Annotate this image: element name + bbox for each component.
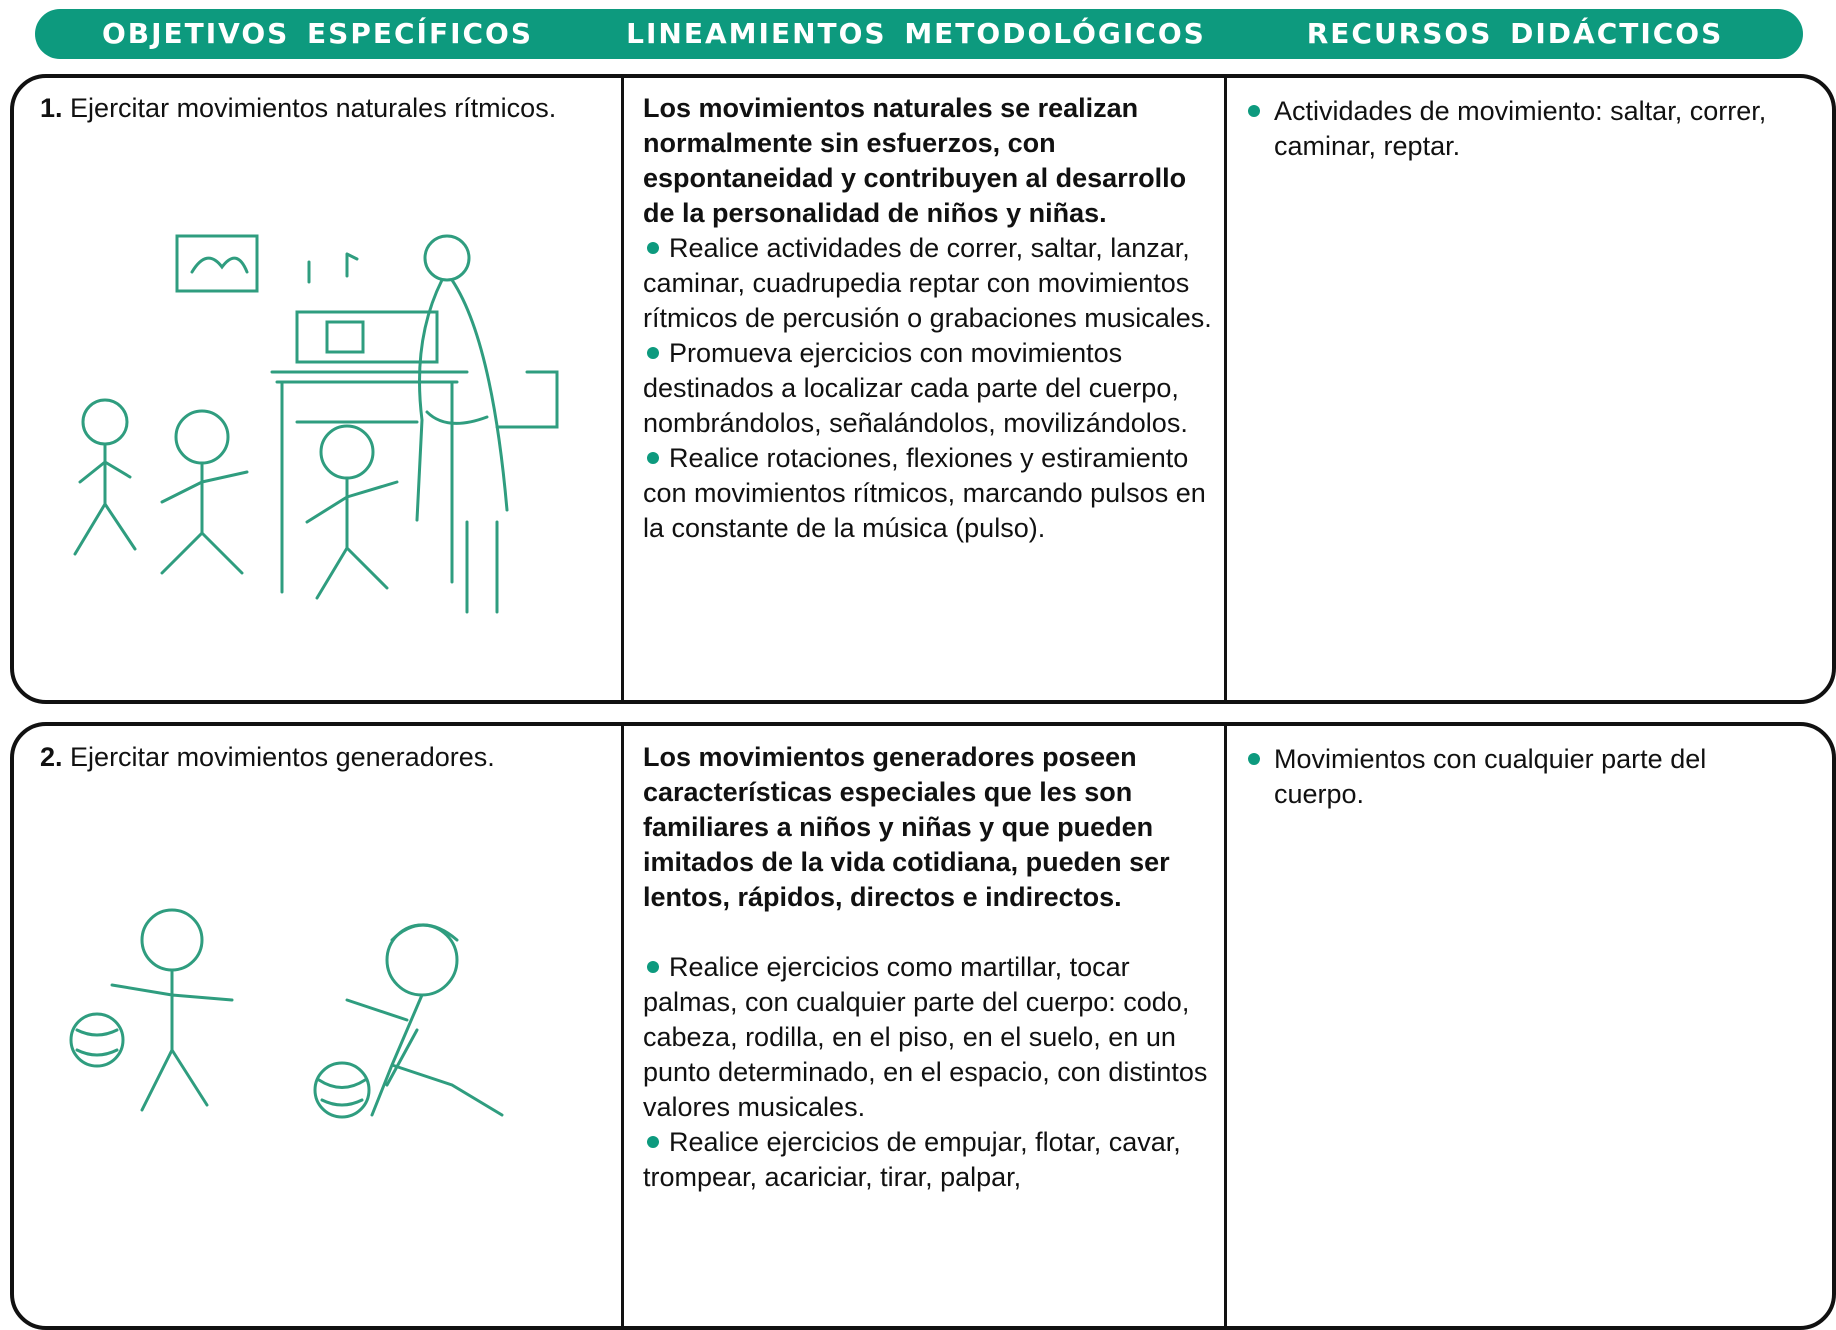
methodology-bullet: Realice actividades de correr, saltar, l… [643,231,1213,336]
objective-number: 2. [40,742,63,772]
resources: Actividades de movimiento: saltar, corre… [1246,94,1796,164]
methodology: Los movimientos naturales se realizan no… [643,91,1213,546]
header-col: RECURSOS DIDÁCTICOS [1306,17,1724,50]
objective: 1. Ejercitar movimientos naturales rítmi… [40,91,580,126]
header-bar: OBJETIVOS ESPECÍFICOS LINEAMIENTOS METOD… [35,9,1803,59]
header-col: LINEAMIENTOS METODOLÓGICOS [626,17,1206,50]
methodology-intro: Los movimientos generadores poseen carac… [643,742,1170,912]
row-box [10,74,1836,704]
objective-text: Ejercitar movimientos naturales rítmicos… [70,93,557,123]
objective-text: Ejercitar movimientos generadores. [70,742,495,772]
divider [621,726,624,1326]
objective: 2. Ejercitar movimientos generadores. [40,740,580,775]
methodology: Los movimientos generadores poseen carac… [643,740,1213,1195]
methodology-bullet: Promueva ejercicios con movimientos dest… [643,336,1213,441]
resource-bullet: Actividades de movimiento: saltar, corre… [1246,94,1796,164]
resources: Movimientos con cualquier parte del cuer… [1246,742,1796,812]
methodology-intro: Los movimientos naturales se realizan no… [643,93,1187,228]
methodology-bullet: Realice ejercicios como martillar, tocar… [643,950,1213,1125]
methodology-bullet: Realice ejercicios de empujar, flotar, c… [643,1125,1213,1195]
objective-number: 1. [40,93,63,123]
illustration [69,908,504,1119]
divider [1224,726,1227,1326]
divider [621,78,624,700]
divider [1224,78,1227,700]
resource-bullet: Movimientos con cualquier parte del cuer… [1246,742,1796,812]
methodology-bullet: Realice rotaciones, flexiones y estirami… [643,441,1213,546]
illustration [73,234,559,614]
page: OBJETIVOS ESPECÍFICOS LINEAMIENTOS METOD… [0,0,1836,1263]
header-col: OBJETIVOS ESPECÍFICOS [101,17,534,50]
